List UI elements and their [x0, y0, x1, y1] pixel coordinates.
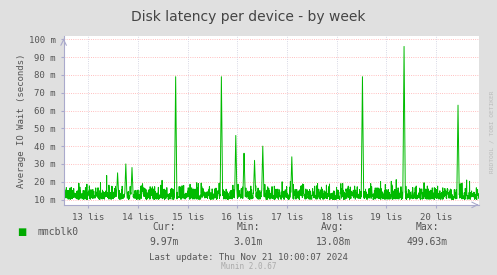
Y-axis label: Average IO Wait (seconds): Average IO Wait (seconds)	[17, 53, 26, 188]
Text: Munin 2.0.67: Munin 2.0.67	[221, 262, 276, 271]
Text: Disk latency per device - by week: Disk latency per device - by week	[131, 10, 366, 24]
Text: Max:: Max:	[415, 222, 439, 232]
Text: Min:: Min:	[237, 222, 260, 232]
Text: Cur:: Cur:	[152, 222, 176, 232]
Text: mmcblk0: mmcblk0	[37, 227, 79, 237]
Text: 3.01m: 3.01m	[234, 237, 263, 247]
Text: 9.97m: 9.97m	[149, 237, 179, 247]
Text: ■: ■	[17, 227, 27, 237]
Text: RRDTOOL / TOBI OETIKER: RRDTOOL / TOBI OETIKER	[490, 91, 495, 173]
Text: Last update: Thu Nov 21 10:00:07 2024: Last update: Thu Nov 21 10:00:07 2024	[149, 253, 348, 262]
Text: 13.08m: 13.08m	[316, 237, 350, 247]
Text: 499.63m: 499.63m	[407, 237, 448, 247]
Text: Avg:: Avg:	[321, 222, 345, 232]
